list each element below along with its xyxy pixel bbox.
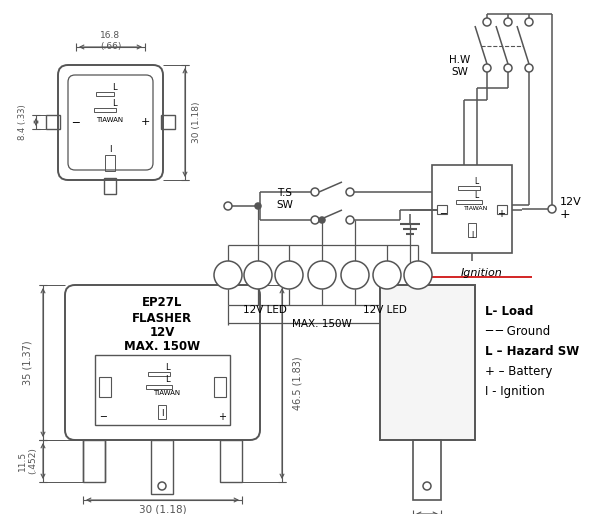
Circle shape [504,64,512,72]
Circle shape [158,482,166,490]
Bar [468,223,476,237]
Text: T.S: T.S [277,188,293,198]
Text: Ignition: Ignition [461,268,503,278]
Circle shape [311,216,319,224]
Text: +: + [140,117,149,127]
Text: 30 (1.18): 30 (1.18) [139,505,187,514]
Circle shape [373,261,401,289]
Bar [220,440,242,482]
Bar [497,205,507,214]
Bar [105,155,115,171]
Circle shape [244,261,272,289]
Bar [456,200,482,204]
Text: TIAWAN: TIAWAN [154,390,181,396]
Text: L: L [164,362,169,372]
Bar [161,115,175,129]
Text: TIAWAN: TIAWAN [464,207,488,211]
Text: 30 (1.18): 30 (1.18) [193,102,202,143]
Text: L: L [112,83,116,91]
Bar [158,405,166,419]
Text: 12V LED: 12V LED [243,305,287,315]
Bar [96,92,114,96]
Text: SW: SW [452,67,469,77]
Text: 12V LED: 12V LED [363,305,407,315]
Circle shape [548,205,556,213]
Text: MAX. 150W: MAX. 150W [124,340,200,353]
Text: 8.4 (.33): 8.4 (.33) [19,104,28,140]
Text: L: L [164,376,169,384]
Text: ─ ─ Ground: ─ ─ Ground [485,325,550,338]
Circle shape [341,261,369,289]
Bar [458,186,480,190]
Circle shape [214,261,242,289]
Bar [151,440,173,494]
Text: ─: ─ [100,412,106,422]
Text: H.W: H.W [449,55,470,65]
Circle shape [255,203,261,209]
Text: 46.5 (1.83): 46.5 (1.83) [293,357,303,410]
Bar [95,355,230,425]
Text: 12V: 12V [149,325,175,339]
Bar [432,165,512,253]
Bar [214,377,226,397]
Text: +: + [218,412,226,422]
Circle shape [319,217,325,223]
Text: ─: ─ [440,209,446,219]
Circle shape [525,64,533,72]
Circle shape [311,188,319,196]
Text: 35 (1.37): 35 (1.37) [23,340,33,385]
Text: 11.5
(.452): 11.5 (.452) [19,448,38,474]
Text: MAX. 150W: MAX. 150W [292,319,352,329]
Text: EP27L: EP27L [142,297,182,309]
Circle shape [483,18,491,26]
Bar [146,385,172,389]
Text: I - Ignition: I - Ignition [485,385,545,398]
Bar [104,178,116,194]
Bar [148,372,170,376]
Text: L – Hazard SW: L – Hazard SW [485,345,579,358]
Text: +: + [497,209,505,219]
Circle shape [504,18,512,26]
Text: I: I [109,145,111,155]
Text: L: L [474,176,478,186]
Text: + – Battery: + – Battery [485,365,553,378]
Text: L: L [112,99,116,107]
Circle shape [346,188,354,196]
Text: I: I [471,230,473,240]
Bar [437,205,447,214]
Circle shape [275,261,303,289]
Text: L: L [474,191,478,199]
Text: SW: SW [277,200,293,210]
Text: L- Load: L- Load [485,305,533,318]
Text: 12V: 12V [560,197,582,207]
Circle shape [483,64,491,72]
Circle shape [346,216,354,224]
Bar [380,285,475,440]
Text: FLASHER: FLASHER [132,311,192,324]
Bar [413,440,441,500]
Text: +: + [560,209,571,222]
Bar [46,115,60,129]
Bar [94,108,116,112]
Bar [83,440,105,482]
Bar [99,377,111,397]
Text: ─: ─ [73,117,79,127]
Circle shape [525,18,533,26]
Circle shape [423,482,431,490]
Circle shape [308,261,336,289]
Text: I: I [161,409,163,417]
Circle shape [224,202,232,210]
Text: 16.8
(.66): 16.8 (.66) [100,31,121,51]
Circle shape [404,261,432,289]
Text: TIAWAN: TIAWAN [97,117,124,123]
